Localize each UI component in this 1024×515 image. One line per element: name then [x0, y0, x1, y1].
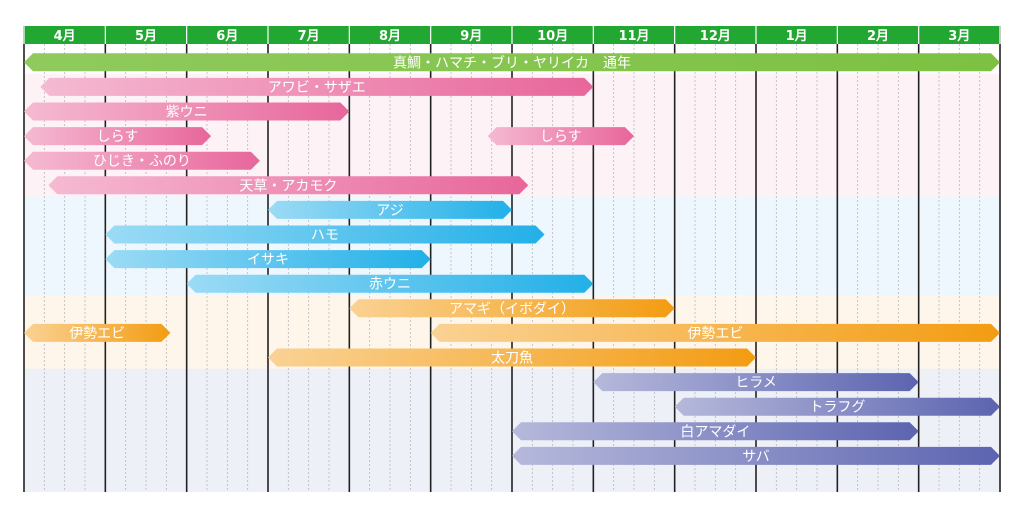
month-tick-label: 6月: [216, 29, 238, 44]
bar: [487, 127, 634, 146]
bar-label: イサキ: [247, 252, 289, 268]
bar-label: アジ: [376, 203, 403, 219]
bar-label: ヒラメ: [735, 375, 777, 391]
month-tick-label: 1月: [786, 29, 808, 44]
month-tick-label: 9月: [460, 29, 482, 44]
bar: [24, 53, 1000, 72]
bar: [268, 200, 512, 219]
bar-label: 白アマダイ: [680, 424, 750, 440]
bar-label: しらす: [540, 129, 582, 145]
bar: [24, 323, 171, 342]
bar-label: しらす: [97, 129, 139, 145]
month-tick-label: 5月: [135, 29, 157, 44]
bar-label: アワビ・サザエ: [268, 80, 366, 96]
month-tick-label: 4月: [54, 29, 76, 44]
bar-label: 赤ウニ: [369, 277, 411, 293]
bar-label: 天草・アカモク: [239, 178, 337, 194]
bar: [430, 323, 1001, 342]
bar: [24, 151, 260, 170]
month-tick-label: 12月: [700, 29, 731, 44]
bar-label: アマギ（イボダイ）: [449, 301, 575, 317]
bar-label: 真鯛・ハマチ・ブリ・ヤリイカ 通年: [393, 54, 631, 71]
bar: [674, 397, 1000, 416]
month-tick-label: 8月: [379, 29, 401, 44]
bar: [105, 225, 545, 244]
bar: [512, 422, 919, 441]
bar: [268, 348, 756, 367]
bar-label: 伊勢エビ: [69, 326, 125, 342]
bar: [186, 274, 594, 293]
bar-label: 太刀魚: [491, 351, 533, 367]
bar-label: トラフグ: [809, 400, 865, 416]
bar-label: ハモ: [311, 228, 339, 244]
bar-label: 伊勢エビ: [687, 326, 743, 342]
bar-label: サバ: [742, 449, 769, 465]
bar: [40, 77, 594, 96]
month-tick-label: 3月: [948, 29, 970, 44]
bar: [24, 102, 350, 121]
bar-label: ひじき・ふのり: [93, 154, 191, 170]
month-tick-label: 11月: [618, 29, 649, 44]
bar: [593, 373, 919, 392]
bar: [512, 446, 1000, 465]
bar: [24, 127, 212, 146]
month-header: 4月 5月 6月 7月 8月 9月 10月 11月 12月 1月 2月 3月: [23, 26, 1001, 44]
bar: [105, 250, 431, 269]
bar: [349, 299, 675, 318]
bar: [48, 176, 529, 195]
month-tick-label: 10月: [537, 29, 568, 44]
month-tick-label: 2月: [867, 29, 889, 44]
bar-label: 紫ウニ: [166, 105, 208, 121]
month-tick-label: 7月: [298, 29, 320, 44]
